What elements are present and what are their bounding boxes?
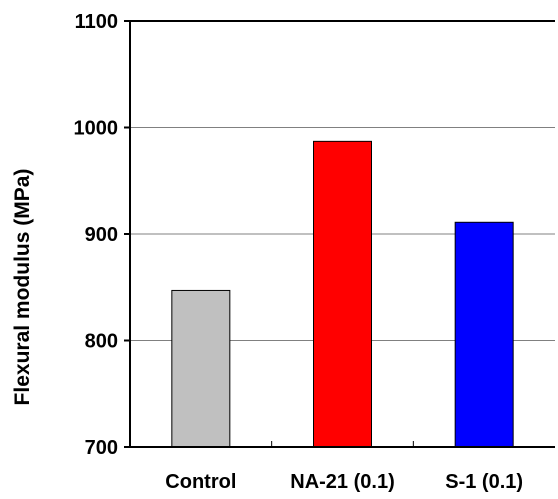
x-tick-label: NA-21 (0.1) (290, 471, 394, 493)
bars (171, 140, 514, 448)
bar-s-1-0-1 (454, 221, 514, 448)
y-tick-label: 1000 (74, 118, 119, 140)
bar-control (171, 289, 231, 448)
y-axis-title: Flexural modulus (MPa) (11, 169, 34, 406)
x-tick-labels: Control NA-21 (0.1) S-1 (0.1) (165, 471, 523, 493)
y-tick-labels: 700 800 900 1000 1100 (74, 11, 119, 459)
y-tick-label: 1100 (75, 11, 118, 33)
axes (124, 20, 555, 448)
x-tick-label: S-1 (0.1) (445, 471, 523, 493)
bar-na-21-0-1 (313, 140, 372, 448)
y-tick-label: 800 (85, 331, 118, 353)
x-tick-label: Control (165, 471, 236, 493)
y-tick-label: 700 (85, 437, 118, 459)
y-tick-label: 900 (85, 224, 118, 246)
